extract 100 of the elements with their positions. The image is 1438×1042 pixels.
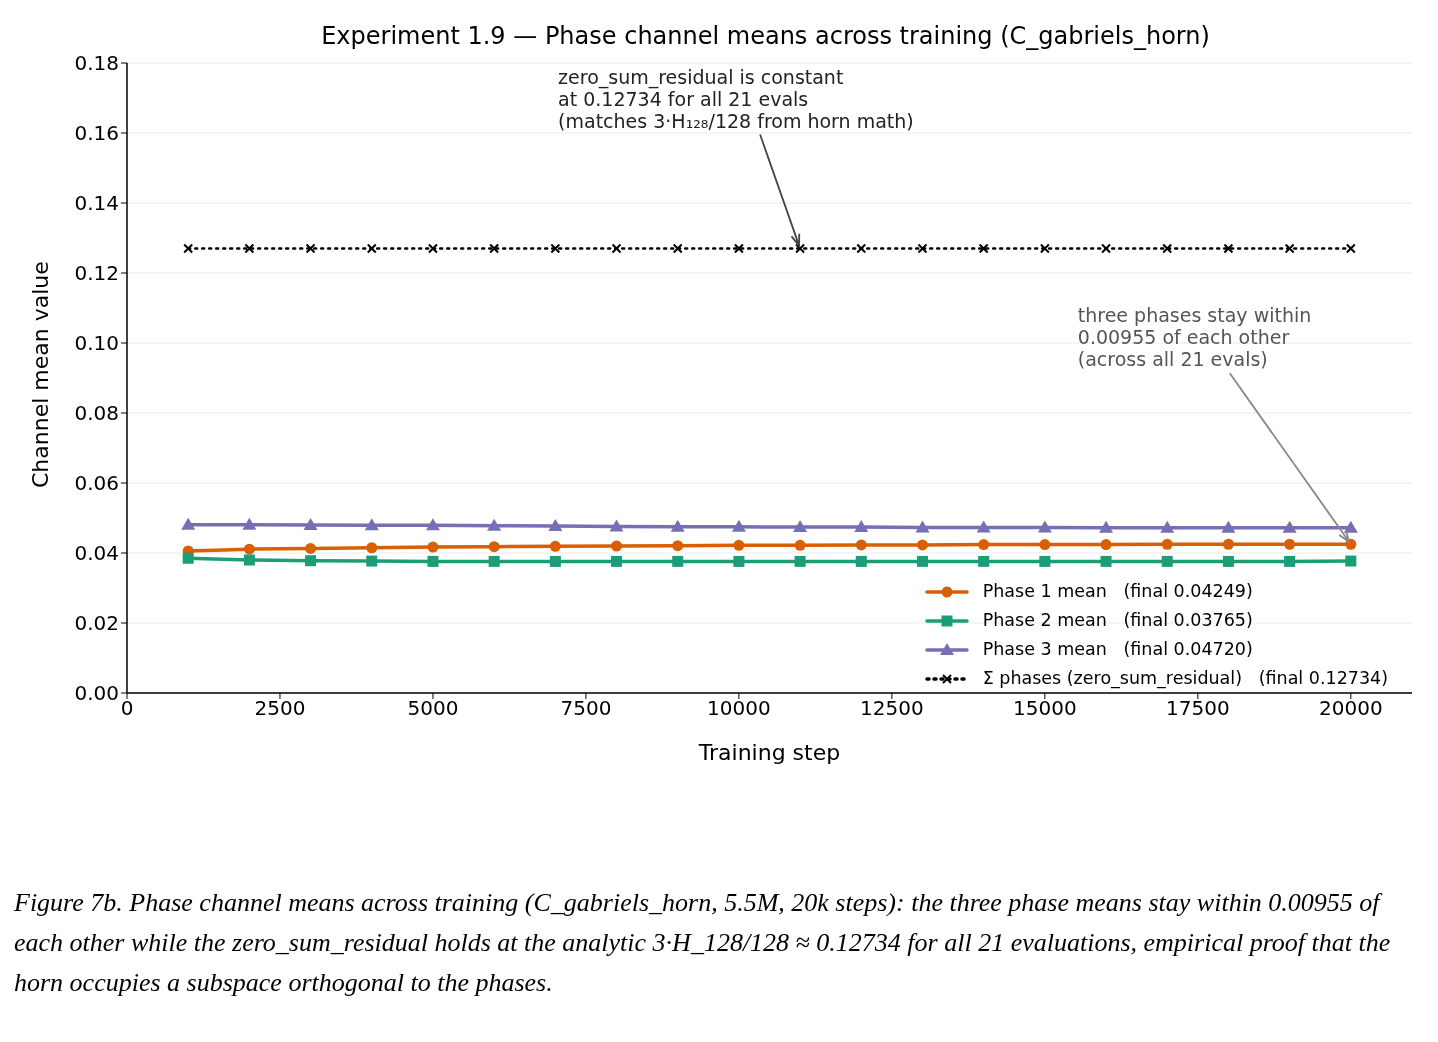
point (915, 520, 930, 533)
point (672, 243, 683, 254)
point (794, 555, 806, 567)
point (1161, 555, 1173, 567)
point (978, 539, 990, 551)
point (488, 541, 500, 553)
x-tick-label: 15000 (1013, 696, 1077, 721)
x-tick-label: 17500 (1166, 696, 1230, 721)
point (978, 243, 989, 254)
y-tick-label: 0.14 (74, 191, 119, 216)
point (1221, 520, 1236, 533)
point (854, 520, 869, 533)
point (1284, 555, 1296, 567)
point (1284, 538, 1296, 550)
point (1222, 555, 1234, 567)
point (1345, 243, 1356, 254)
legend-label: Phase 1 mean (final 0.04249) (982, 580, 1253, 603)
point (425, 518, 440, 531)
point (243, 543, 255, 555)
point (1223, 243, 1234, 254)
point (1343, 520, 1358, 533)
point (856, 243, 867, 254)
x-tick-label: 2500 (254, 696, 306, 721)
point (1100, 555, 1112, 567)
y-tick-label: 0.04 (74, 541, 119, 566)
point (182, 552, 194, 564)
point (1345, 555, 1357, 567)
point (548, 519, 563, 532)
legend-label: Phase 2 mean (final 0.03765) (982, 609, 1253, 632)
y-tick-label: 0.06 (74, 471, 119, 496)
point (427, 555, 439, 567)
legend-label: Σ phases (zero_sum_residual) (final 0.12734) (982, 667, 1388, 691)
point (489, 243, 500, 254)
point (1039, 243, 1050, 254)
point (1039, 555, 1051, 567)
point (794, 539, 806, 551)
point (1222, 538, 1234, 550)
point (1160, 520, 1175, 533)
point (303, 518, 318, 530)
point (611, 540, 623, 552)
x-tick-label: 10000 (707, 696, 771, 721)
point (488, 555, 500, 567)
point (427, 541, 439, 553)
point (855, 555, 867, 567)
point (976, 520, 991, 533)
point (1161, 538, 1173, 550)
point (366, 243, 377, 254)
point (917, 243, 928, 254)
point (366, 542, 378, 554)
x-tick-label: 5000 (407, 696, 459, 721)
point (978, 555, 990, 567)
point (550, 243, 561, 254)
x-tick-label: 7500 (560, 696, 612, 721)
point (181, 517, 196, 530)
point (733, 539, 745, 551)
point (1039, 539, 1051, 551)
chart-title: Experiment 1.9 — Phase channel means across training (C_gabriels_horn) (320, 22, 1211, 50)
point (366, 555, 378, 567)
point (549, 540, 561, 552)
x-tick-label: 12500 (860, 696, 924, 721)
point (855, 539, 867, 551)
point (1100, 539, 1112, 551)
caption: Figure 7b. Phase channel means across training (C_gabriels_horn, 5.5M, 20k steps): the three phase means stay within 0.00955 of each other while the zero_sum_residual holds at the analytic 3·H_128/128 ≈ 0.12734 for all 21 evaluations, empirical proof that the horn occupies a subspace orthogonal to the phases. (14, 887, 1392, 999)
point (243, 554, 255, 566)
y-tick-label: 0.18 (74, 51, 119, 76)
point (795, 243, 806, 254)
point (1162, 243, 1173, 254)
y-tick-label: 0.10 (74, 331, 119, 356)
point (670, 519, 685, 532)
annotation: three phases stay within 0.00955 of each other (across all 21 evals) (1077, 304, 1312, 371)
point (183, 243, 194, 254)
y-tick-label: 0.08 (74, 401, 119, 426)
y-tick-label: 0.12 (74, 261, 119, 286)
point (487, 518, 502, 531)
point (793, 520, 808, 533)
x-tick-label: 0 (120, 696, 134, 721)
point (731, 519, 746, 532)
point (916, 555, 928, 567)
point (305, 243, 316, 254)
point (733, 555, 745, 567)
point (916, 539, 928, 551)
point (242, 517, 257, 530)
x-tick-label: 20000 (1319, 696, 1383, 721)
y-tick-label: 0.16 (74, 121, 119, 146)
point (364, 518, 379, 531)
point (609, 519, 624, 532)
point (1101, 243, 1112, 254)
legend-label: Phase 3 mean (final 0.04720) (982, 638, 1253, 661)
point (427, 243, 438, 254)
y-tick-label: 0.00 (74, 681, 119, 706)
y-tick-label: 0.02 (74, 611, 119, 636)
point (244, 243, 255, 254)
point (305, 555, 317, 567)
point (672, 540, 684, 552)
point (1284, 243, 1295, 254)
point (305, 542, 317, 554)
point (1282, 520, 1297, 533)
point (1099, 520, 1114, 533)
x-axis-title: Training step (697, 740, 841, 765)
point (672, 555, 684, 567)
